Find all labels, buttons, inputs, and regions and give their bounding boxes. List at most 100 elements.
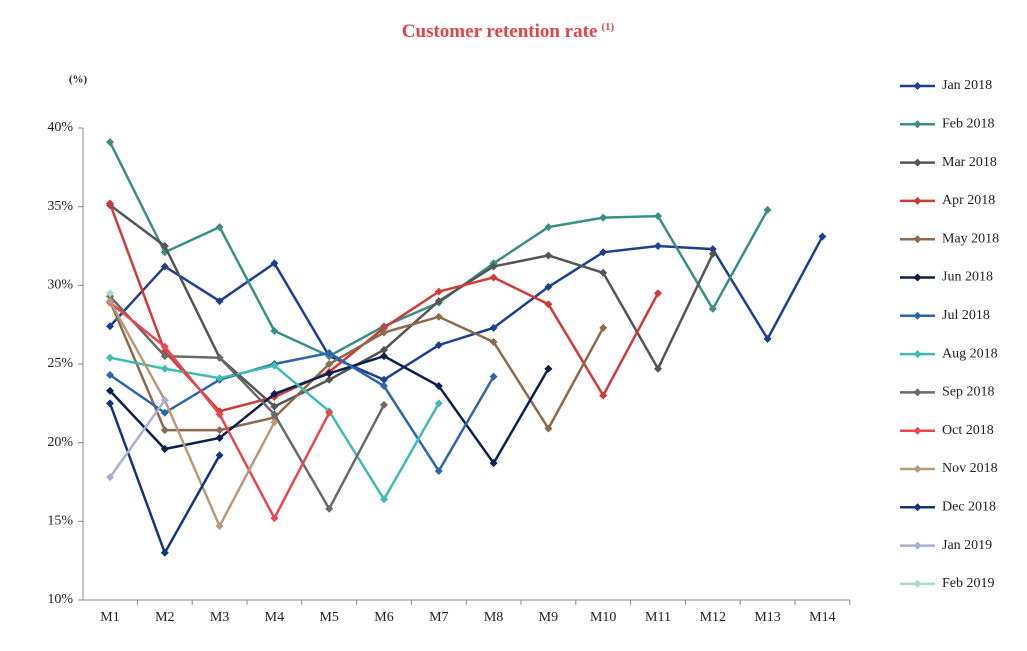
y-unit: (%) bbox=[69, 74, 88, 86]
marker bbox=[599, 248, 608, 257]
marker bbox=[380, 495, 388, 504]
marker bbox=[489, 262, 498, 271]
marker bbox=[106, 371, 114, 380]
legend-marker bbox=[913, 120, 922, 129]
y-tick-label: 30% bbox=[47, 278, 73, 293]
marker bbox=[270, 410, 279, 419]
x-tick-label: M10 bbox=[590, 610, 616, 625]
legend-label: Aug 2018 bbox=[942, 346, 998, 361]
x-tick-label: M4 bbox=[265, 610, 284, 625]
legend-marker bbox=[913, 350, 922, 359]
x-tick-label: M12 bbox=[700, 610, 726, 625]
series-line bbox=[109, 351, 495, 474]
marker bbox=[160, 548, 169, 557]
legend-marker bbox=[913, 235, 922, 244]
marker bbox=[434, 297, 443, 306]
legend-marker bbox=[913, 503, 922, 512]
marker bbox=[160, 396, 169, 405]
marker bbox=[654, 212, 662, 221]
marker bbox=[654, 289, 662, 298]
marker bbox=[434, 382, 443, 391]
x-tick-label: M14 bbox=[809, 610, 835, 625]
marker bbox=[763, 334, 772, 343]
legend-label: May 2018 bbox=[942, 231, 999, 246]
x-tick-label: M6 bbox=[374, 610, 393, 625]
marker bbox=[708, 304, 717, 313]
marker bbox=[380, 382, 388, 391]
marker bbox=[434, 399, 443, 408]
legend-marker bbox=[913, 158, 922, 167]
marker bbox=[599, 323, 608, 332]
x-tick-label: M9 bbox=[539, 610, 558, 625]
marker bbox=[160, 242, 169, 250]
legend-marker bbox=[913, 579, 922, 588]
marker bbox=[544, 223, 553, 232]
marker bbox=[708, 249, 717, 258]
title-text: Customer retention rate bbox=[402, 21, 598, 42]
y-tick-label: 15% bbox=[47, 514, 73, 529]
legend-label: Apr 2018 bbox=[942, 193, 995, 208]
marker bbox=[215, 433, 224, 442]
marker bbox=[106, 322, 114, 331]
marker bbox=[489, 323, 498, 332]
marker bbox=[380, 328, 388, 337]
marker bbox=[325, 369, 334, 378]
marker bbox=[160, 444, 169, 453]
marker bbox=[380, 345, 388, 354]
x-tick-label: M13 bbox=[754, 610, 780, 625]
legend-label: Jul 2018 bbox=[942, 308, 990, 323]
legend-marker bbox=[913, 311, 922, 320]
marker bbox=[160, 426, 169, 435]
marker bbox=[654, 242, 662, 250]
marker bbox=[215, 426, 224, 435]
series-line bbox=[109, 235, 824, 382]
marker bbox=[380, 400, 388, 409]
marker bbox=[270, 418, 279, 427]
marker bbox=[106, 353, 114, 362]
marker bbox=[106, 297, 114, 306]
marker bbox=[106, 138, 114, 147]
legend-marker bbox=[913, 273, 922, 282]
legend-marker bbox=[913, 426, 922, 435]
marker bbox=[434, 466, 443, 475]
x-tick-label: M3 bbox=[210, 610, 229, 625]
chart-title: Customer retention rate (1) bbox=[402, 21, 615, 43]
marker bbox=[544, 300, 553, 309]
legend-label: Jun 2018 bbox=[942, 270, 993, 285]
marker bbox=[380, 323, 388, 332]
marker bbox=[818, 232, 827, 241]
marker bbox=[160, 408, 169, 417]
legend-marker bbox=[913, 388, 922, 397]
legend-label: Jan 2018 bbox=[942, 78, 992, 93]
marker bbox=[544, 282, 553, 291]
marker bbox=[544, 364, 553, 373]
marker bbox=[106, 386, 114, 395]
series-line bbox=[109, 356, 440, 502]
legend-label: Nov 2018 bbox=[942, 461, 998, 476]
series-line bbox=[108, 399, 166, 479]
y-tick-label: 25% bbox=[47, 356, 73, 371]
marker bbox=[325, 504, 334, 513]
marker bbox=[544, 251, 553, 260]
legend-label: Oct 2018 bbox=[942, 423, 994, 438]
marker bbox=[434, 341, 443, 350]
marker bbox=[215, 353, 224, 362]
marker bbox=[325, 375, 334, 384]
marker bbox=[708, 245, 717, 254]
marker bbox=[215, 522, 224, 531]
title-note: (1) bbox=[601, 21, 614, 33]
series-line bbox=[108, 300, 605, 432]
marker bbox=[599, 391, 608, 400]
series-line bbox=[108, 402, 221, 556]
marker bbox=[160, 352, 169, 361]
marker bbox=[599, 213, 608, 222]
marker bbox=[270, 514, 279, 523]
y-tick-label: 10% bbox=[47, 592, 73, 607]
marker bbox=[215, 297, 224, 306]
marker bbox=[160, 262, 169, 271]
x-tick-label: M8 bbox=[484, 610, 503, 625]
marker bbox=[270, 402, 279, 411]
marker bbox=[215, 374, 224, 383]
legend-marker bbox=[913, 82, 922, 90]
marker bbox=[544, 424, 553, 433]
